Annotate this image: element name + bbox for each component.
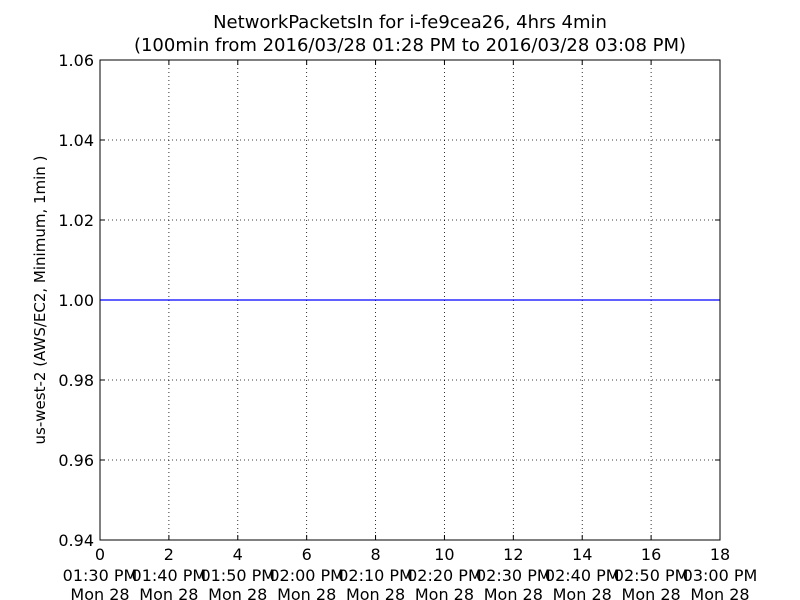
x-tick-day-label: Mon 28 bbox=[622, 585, 681, 600]
x-tick-day-label: Mon 28 bbox=[277, 585, 336, 600]
x-tick-day-label: Mon 28 bbox=[690, 585, 749, 600]
chart-subtitle: (100min from 2016/03/28 01:28 PM to 2016… bbox=[133, 35, 687, 56]
x-tick-label: 16 bbox=[641, 545, 661, 564]
x-tick-day-label: Mon 28 bbox=[139, 585, 198, 600]
chart-title: NetworkPacketsIn for i-fe9cea26, 4hrs 4m… bbox=[213, 12, 607, 33]
x-tick-label: 18 bbox=[710, 545, 730, 564]
y-tick-label: 1.04 bbox=[58, 131, 94, 150]
plot-frame bbox=[99, 59, 721, 541]
x-tick-time-label: 02:00 PM bbox=[269, 566, 344, 585]
y-tick-label: 0.94 bbox=[58, 531, 94, 550]
y-tick-label: 1.00 bbox=[58, 291, 94, 310]
y-tick-label: 1.02 bbox=[58, 211, 94, 230]
x-tick-day-label: Mon 28 bbox=[346, 585, 405, 600]
x-tick-day-label: Mon 28 bbox=[415, 585, 474, 600]
x-tick-time-label: 01:40 PM bbox=[132, 566, 207, 585]
x-tick-time-label: 01:30 PM bbox=[63, 566, 138, 585]
x-tick-day-label: Mon 28 bbox=[208, 585, 267, 600]
x-tick-time-label: 02:50 PM bbox=[614, 566, 689, 585]
x-tick-time-label: 02:10 PM bbox=[338, 566, 413, 585]
y-tick-label: 1.06 bbox=[58, 51, 94, 70]
x-tick-day-label: Mon 28 bbox=[70, 585, 129, 600]
y-tick-label: 0.98 bbox=[58, 371, 94, 390]
x-tick-label: 6 bbox=[302, 545, 312, 564]
x-tick-day-label: Mon 28 bbox=[484, 585, 543, 600]
y-tick-label: 0.96 bbox=[58, 451, 94, 470]
x-tick-label: 0 bbox=[95, 545, 105, 564]
x-tick-label: 8 bbox=[370, 545, 380, 564]
x-tick-label: 12 bbox=[503, 545, 523, 564]
x-tick-time-label: 02:30 PM bbox=[476, 566, 551, 585]
x-tick-time-label: 02:40 PM bbox=[545, 566, 620, 585]
x-tick-label: 14 bbox=[572, 545, 592, 564]
x-tick-label: 10 bbox=[434, 545, 454, 564]
x-tick-day-label: Mon 28 bbox=[553, 585, 612, 600]
x-tick-time-label: 01:50 PM bbox=[200, 566, 275, 585]
x-tick-label: 4 bbox=[233, 545, 243, 564]
x-tick-time-label: 02:20 PM bbox=[407, 566, 482, 585]
x-tick-label: 2 bbox=[164, 545, 174, 564]
x-tick-time-label: 03:00 PM bbox=[683, 566, 758, 585]
